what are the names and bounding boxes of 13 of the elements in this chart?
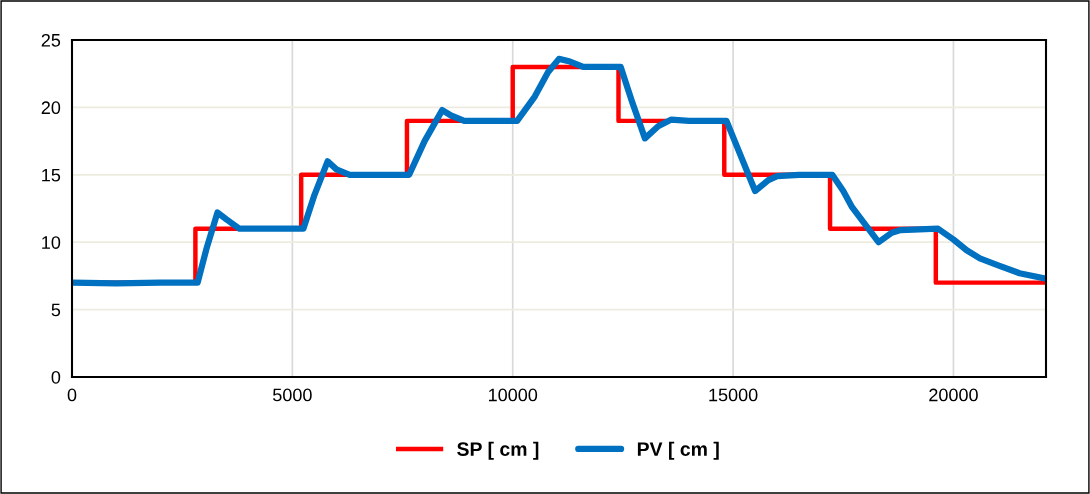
x-tick-label: 0 [67,388,77,402]
x-tick-label: 5000 [273,388,312,402]
x-tick-label: 10000 [489,388,538,402]
y-tick-label: 10 [42,236,61,249]
y-tick-label: 0 [51,370,61,384]
y-tick-label: 20 [41,101,61,115]
y-tick-label: 15 [42,168,61,182]
y-tick-label: 5 [51,303,61,317]
legend-label: PV [ cm ] [637,441,719,460]
x-tick-label: 15000 [709,388,758,402]
legend-label: SP [ cm ] [457,441,539,460]
x-tick-label: 20000 [929,388,978,402]
y-tick-label: 25 [41,33,61,47]
